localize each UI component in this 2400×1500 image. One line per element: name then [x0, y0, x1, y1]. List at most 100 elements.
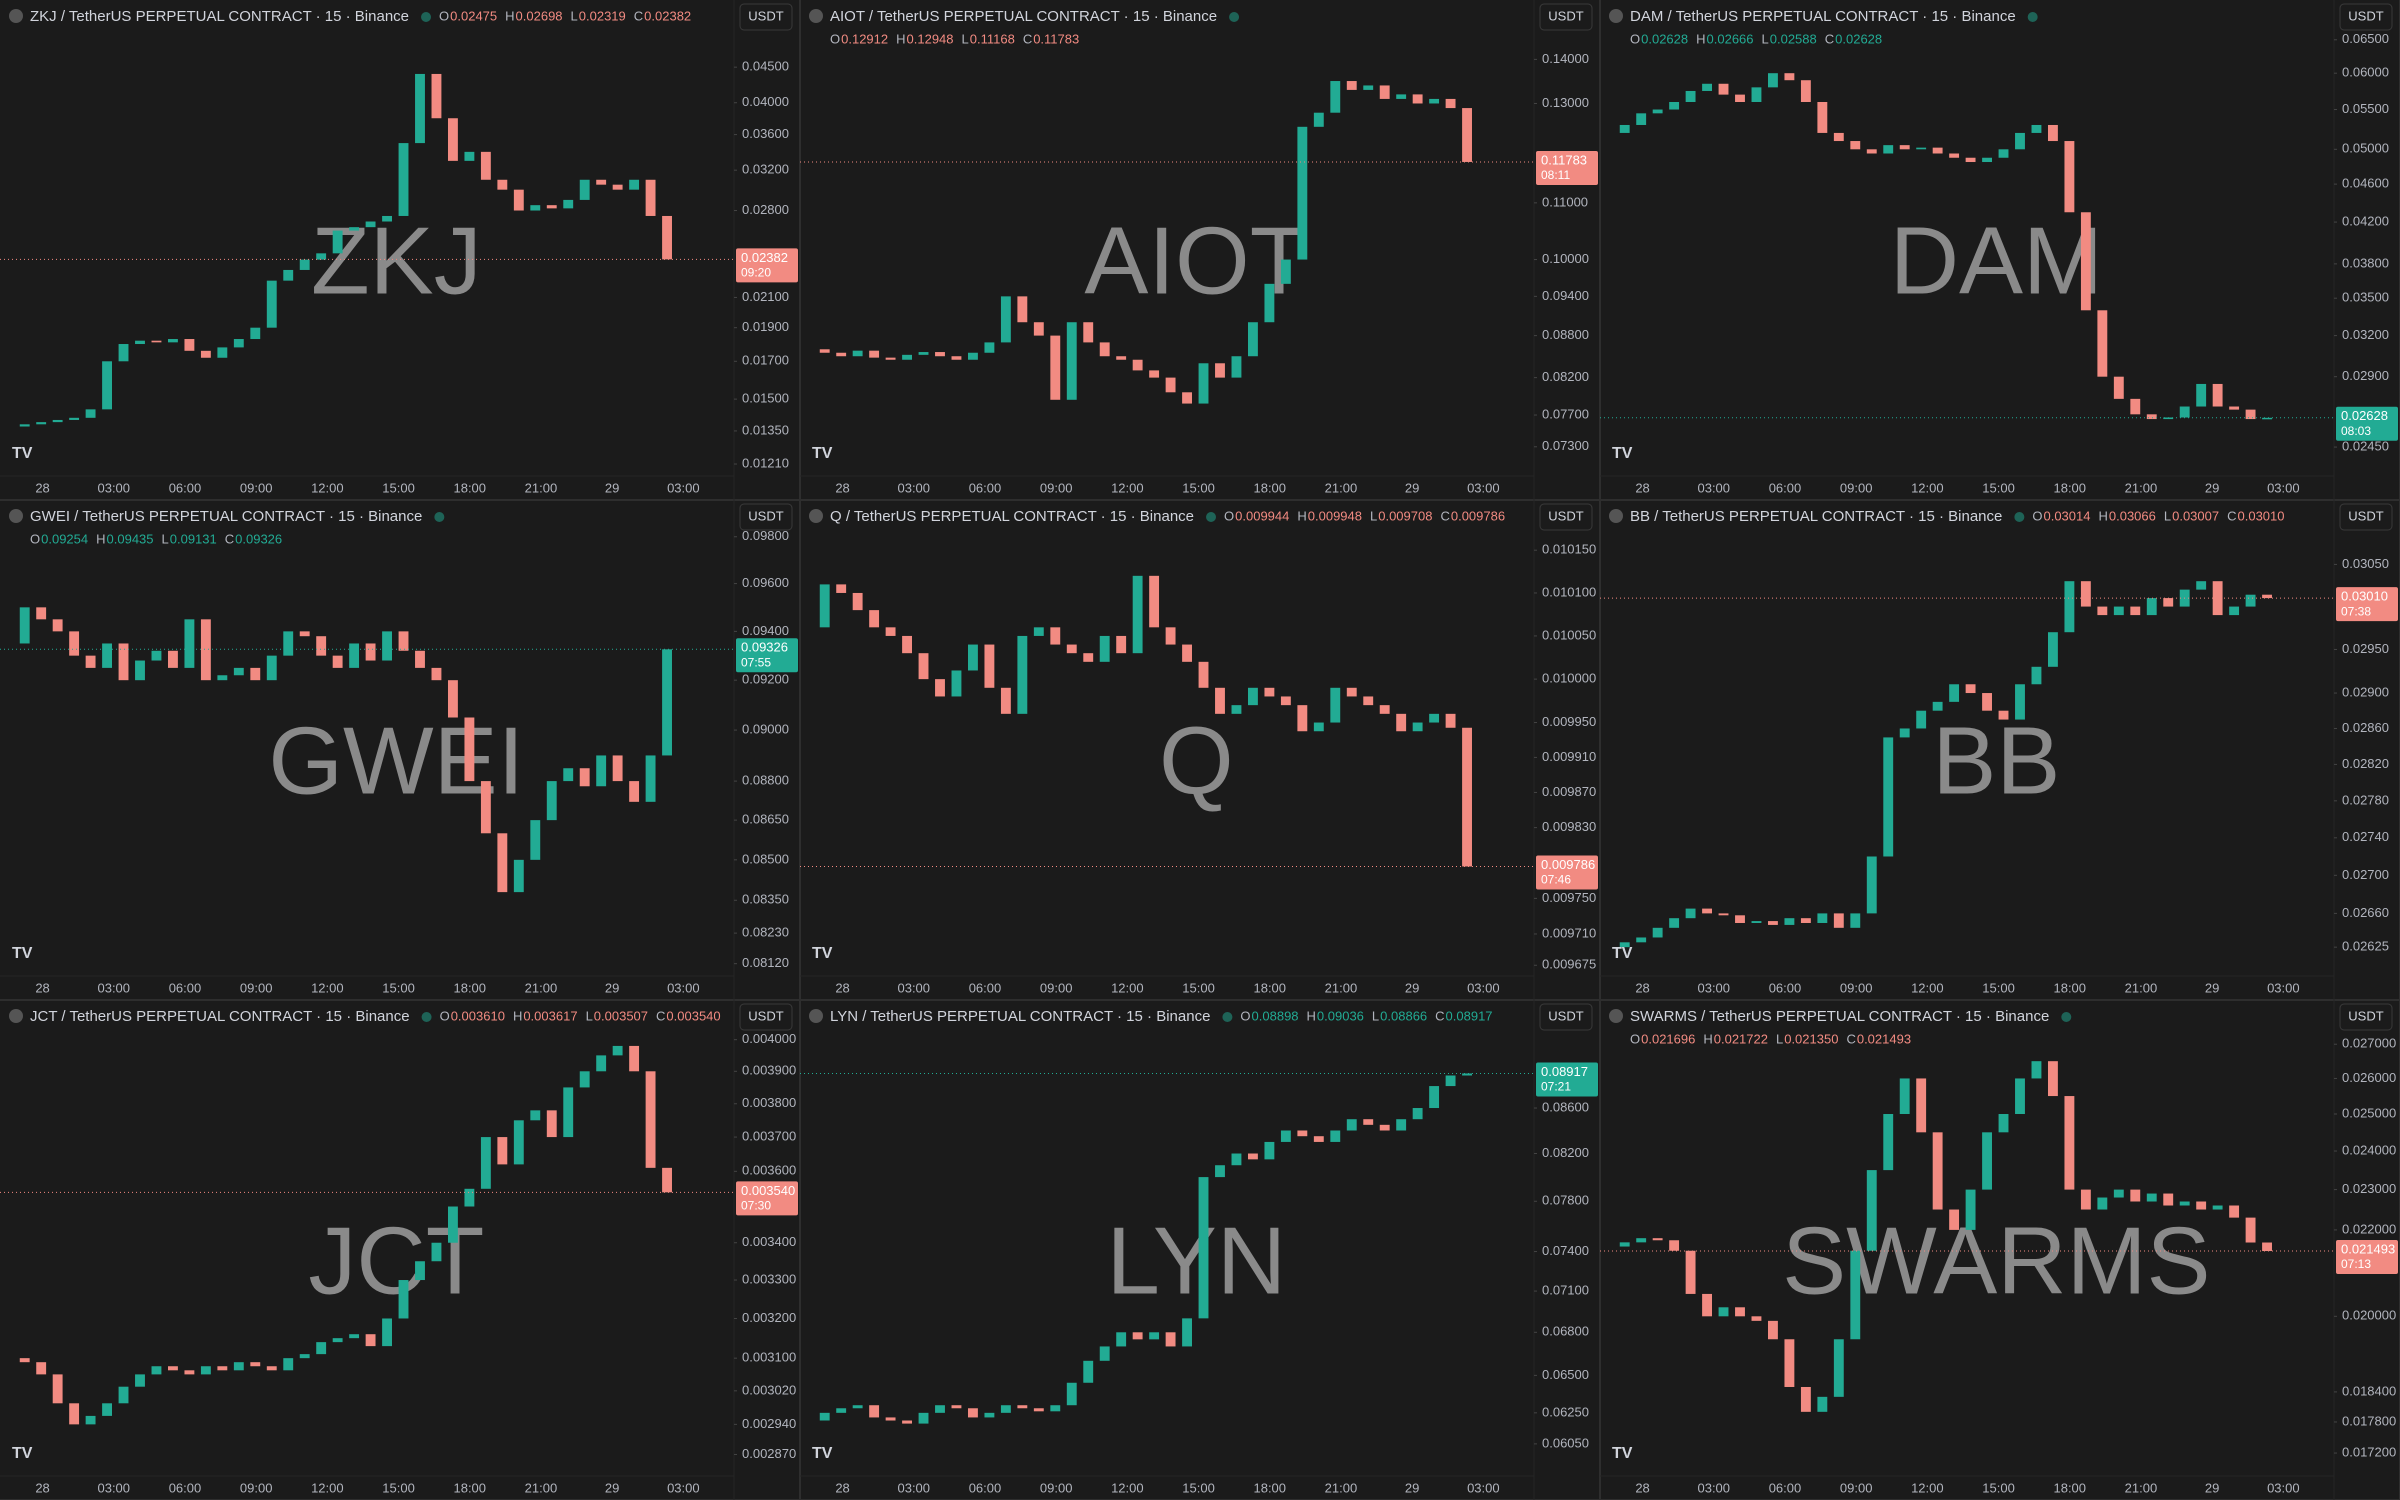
currency-label[interactable]: USDT [748, 1008, 783, 1023]
candle [1330, 81, 1341, 113]
price-tag-label: 0.02628 [2341, 408, 2388, 423]
candle [1800, 80, 1811, 102]
candle [1833, 132, 1844, 142]
y-tick-label: 0.003100 [742, 1350, 796, 1365]
candle [1949, 684, 1960, 702]
candle [1800, 918, 1811, 923]
candle [546, 1110, 557, 1138]
candle [1280, 1130, 1291, 1142]
candle [1982, 157, 1992, 163]
y-tick-label: 0.02660 [2342, 905, 2389, 920]
y-tick-label: 0.026000 [2342, 1070, 2396, 1085]
candle [2097, 310, 2108, 377]
ohlc-key: C [656, 1008, 665, 1023]
currency-label[interactable]: USDT [748, 508, 783, 523]
market-status [2061, 1012, 2072, 1022]
candle [36, 1362, 47, 1375]
currency-label[interactable]: USDT [2348, 1008, 2383, 1023]
candle [951, 670, 962, 697]
currency-label[interactable]: USDT [2348, 508, 2383, 523]
candle [1833, 1339, 1844, 1397]
ohlc-key: O [439, 8, 449, 23]
candle [1313, 1136, 1324, 1142]
currency-label[interactable]: USDT [2348, 8, 2383, 23]
x-tick-label: 18:00 [2053, 1480, 2086, 1495]
candle [1165, 1332, 1176, 1347]
candle [1083, 1360, 1094, 1383]
candle [2064, 581, 2075, 633]
y-tick-label: 0.04000 [742, 94, 789, 109]
symbol-icon [9, 9, 23, 23]
candle [1998, 710, 2009, 720]
candle [2080, 1189, 2091, 1210]
candle [869, 610, 880, 628]
candle [1619, 942, 1630, 948]
tv-logo: TV [12, 445, 33, 462]
y-tick-label: 0.02100 [742, 289, 789, 304]
candle [1165, 377, 1176, 393]
x-tick-label: 06:00 [1769, 480, 1802, 495]
y-tick-label: 0.02780 [2342, 792, 2389, 807]
candle [1149, 1332, 1160, 1340]
candle [184, 619, 195, 668]
price-tag-label: 0.08917 [1541, 1064, 1588, 1079]
candle [1685, 1250, 1696, 1294]
candle [447, 118, 458, 161]
candle [217, 675, 228, 681]
ohlc-value: 0.08866 [1380, 1008, 1427, 1023]
x-tick-label: 29 [605, 480, 619, 495]
candle [1850, 913, 1861, 928]
x-tick-label: 06:00 [169, 1480, 202, 1495]
candle [1116, 635, 1127, 654]
ohlc-key: H [505, 8, 514, 23]
y-tick-label: 0.003300 [742, 1271, 796, 1286]
currency-label[interactable]: USDT [748, 8, 783, 23]
candle [563, 199, 574, 209]
currency-button[interactable] [739, 503, 793, 531]
candle [596, 179, 607, 185]
candle [382, 1318, 392, 1347]
ohlc-value: 0.08898 [1252, 1008, 1299, 1023]
candle [1817, 1396, 1828, 1412]
candle [1099, 1346, 1110, 1361]
candle [233, 667, 244, 676]
currency-button[interactable] [1539, 3, 1593, 31]
candle [1066, 322, 1077, 400]
price-tag-countdown: 08:03 [2341, 424, 2371, 438]
y-tick-label: 0.009870 [1542, 784, 1596, 799]
currency-label[interactable]: USDT [1548, 1008, 1583, 1023]
currency-button[interactable] [2339, 503, 2393, 531]
candle [497, 833, 508, 893]
currency-button[interactable] [1539, 1003, 1593, 1031]
y-tick-label: 0.01900 [742, 319, 789, 334]
currency-button[interactable] [2339, 3, 2393, 31]
candle [19, 1358, 30, 1363]
x-tick-label: 03:00 [1697, 480, 1730, 495]
price-tag-countdown: 07:30 [741, 1198, 771, 1212]
candle [1247, 322, 1258, 357]
x-tick-label: 12:00 [311, 1480, 344, 1495]
currency-label[interactable]: USDT [1548, 8, 1583, 23]
x-tick-label: 15:00 [1982, 1480, 2015, 1495]
candle [1619, 124, 1630, 133]
candle [1669, 101, 1680, 110]
candle [1396, 1119, 1407, 1131]
y-tick-label: 0.010000 [1542, 671, 1596, 686]
currency-button[interactable] [1539, 503, 1593, 531]
y-tick-label: 0.03200 [742, 162, 789, 177]
y-tick-label: 0.024000 [2342, 1142, 2396, 1157]
ohlc-value: 0.021493 [1857, 1031, 1911, 1046]
y-tick-label: 0.003600 [742, 1163, 796, 1178]
currency-button[interactable] [2339, 1003, 2393, 1031]
candle [1652, 109, 1663, 114]
ohlc-value: 0.009786 [1451, 508, 1505, 523]
ohlc-key: L [162, 531, 169, 546]
candle [1850, 1250, 1861, 1340]
x-tick-label: 03:00 [667, 480, 700, 495]
candle [2113, 376, 2124, 399]
currency-button[interactable] [739, 1003, 793, 1031]
price-tag [736, 1181, 798, 1216]
candle [1198, 661, 1209, 688]
currency-button[interactable] [739, 3, 793, 31]
currency-label[interactable]: USDT [1548, 508, 1583, 523]
